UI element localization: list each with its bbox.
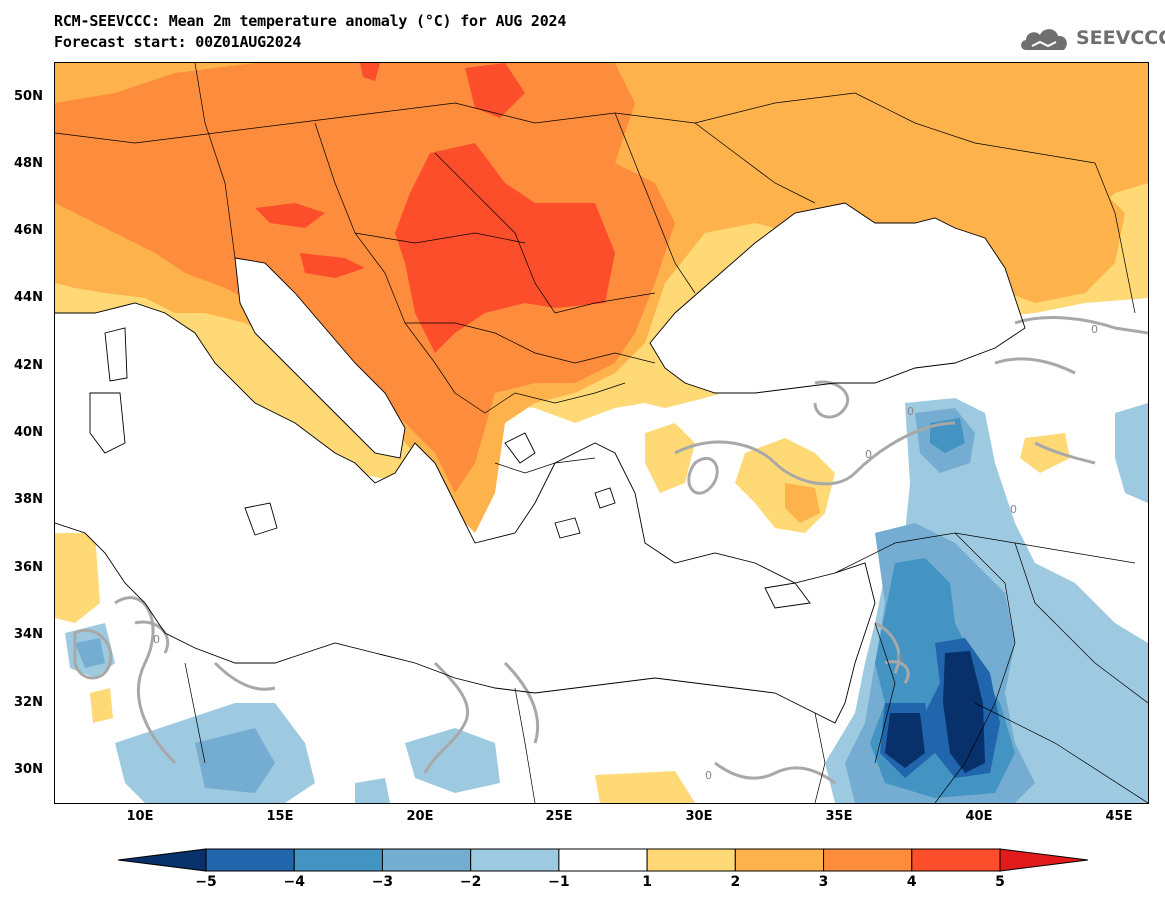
lat-label: 36N — [14, 560, 43, 575]
black-sea — [650, 203, 1025, 393]
colorbar-swatch — [293, 848, 383, 872]
colorbar-swatch — [911, 848, 1001, 872]
lat-label: 48N — [14, 156, 43, 171]
lon-label: 40E — [965, 809, 993, 824]
map-title: RCM-SEEVCCC: Mean 2m temperature anomaly… — [54, 12, 567, 30]
colorbar-label: 3 — [818, 874, 829, 890]
cool-zone-1b — [1115, 403, 1148, 503]
africa-warm-2 — [595, 771, 695, 803]
contour-label: 0 — [907, 405, 914, 418]
lat-label: 34N — [14, 627, 43, 642]
cool-zone-2c — [195, 728, 275, 793]
colorbar-label: −1 — [548, 874, 570, 890]
colorbar-label: −2 — [459, 874, 482, 890]
seevccc-logo: SEEVCCC — [1018, 22, 1165, 56]
lat-label: 42N — [14, 358, 43, 373]
cool-zone-2d — [75, 638, 105, 668]
contour-label: 0 — [705, 769, 712, 782]
caucasus-warm — [1020, 433, 1070, 473]
africa-warm-3 — [90, 688, 113, 723]
colorbar-label: −4 — [283, 874, 305, 890]
borders — [55, 63, 1148, 803]
cloud-icon — [1021, 29, 1067, 50]
colorbar-swatch — [205, 848, 295, 872]
warm-zone-4-5d — [300, 253, 365, 278]
colorbar-swatch — [646, 848, 736, 872]
colorbar-swatch — [823, 848, 913, 872]
anatolia-warm-2 — [785, 483, 820, 523]
africa-warm — [55, 533, 100, 623]
colorbar-label: −5 — [195, 874, 217, 890]
colorbar-swatch — [381, 848, 472, 872]
colorbar-swatch — [470, 848, 560, 872]
lat-label: 40N — [14, 425, 43, 440]
cool-zone-5 — [943, 651, 985, 773]
lat-label: 38N — [14, 492, 43, 507]
cool-zone-1d — [405, 728, 500, 793]
lon-label: 20E — [406, 809, 434, 824]
warm-zone-3-4 — [55, 63, 675, 493]
colorbar — [118, 848, 1088, 872]
lat-label: 44N — [14, 290, 43, 305]
lat-label: 30N — [14, 762, 43, 777]
lon-label: 45E — [1105, 809, 1133, 824]
forecast-start: Forecast start: 00Z01AUG2024 — [54, 33, 302, 51]
lat-label: 50N — [14, 89, 43, 104]
colorbar-label: −3 — [371, 874, 394, 890]
anatolia-warm-3 — [645, 423, 695, 493]
coastlines — [55, 202, 1026, 724]
lon-label: 15E — [266, 809, 294, 824]
colorbar-swatch — [734, 848, 825, 872]
colorbar-extend-low — [118, 848, 207, 872]
lat-label: 46N — [14, 223, 43, 238]
colorbar-extend-high — [999, 848, 1088, 872]
cool-zone-5b — [885, 713, 925, 768]
contour-label: 0 — [865, 448, 872, 461]
warm-zone-4-5e — [360, 63, 380, 81]
warm-zone-4-5c — [255, 203, 325, 228]
logo-text: SEEVCCC — [1076, 27, 1165, 49]
warm-zone-4-5a — [395, 143, 615, 353]
contour-label: 0 — [1091, 323, 1098, 336]
lon-label: 10E — [126, 809, 154, 824]
colorbar-label: 4 — [906, 874, 917, 890]
lon-label: 35E — [825, 809, 853, 824]
contour-label: 0 — [1010, 503, 1017, 516]
contour-label: 0 — [153, 633, 160, 646]
cool-zone-3b — [930, 418, 965, 453]
warm-zone-4-5b — [465, 63, 525, 118]
colorbar-swatch — [558, 848, 648, 872]
mediterranean-sea — [55, 303, 875, 723]
lat-label: 32N — [14, 695, 43, 710]
contour-label: 0 — [898, 651, 905, 664]
lon-label: 30E — [685, 809, 713, 824]
anomaly-map: 0 0 0 0 0 0 0 — [55, 63, 1148, 803]
colorbar-label: 5 — [995, 874, 1005, 890]
cool-zone-1f — [355, 778, 390, 803]
adriatic-sea — [235, 258, 405, 458]
lon-label: 25E — [545, 809, 573, 824]
colorbar-label: 2 — [730, 874, 741, 890]
colorbar-label: 1 — [642, 874, 652, 890]
